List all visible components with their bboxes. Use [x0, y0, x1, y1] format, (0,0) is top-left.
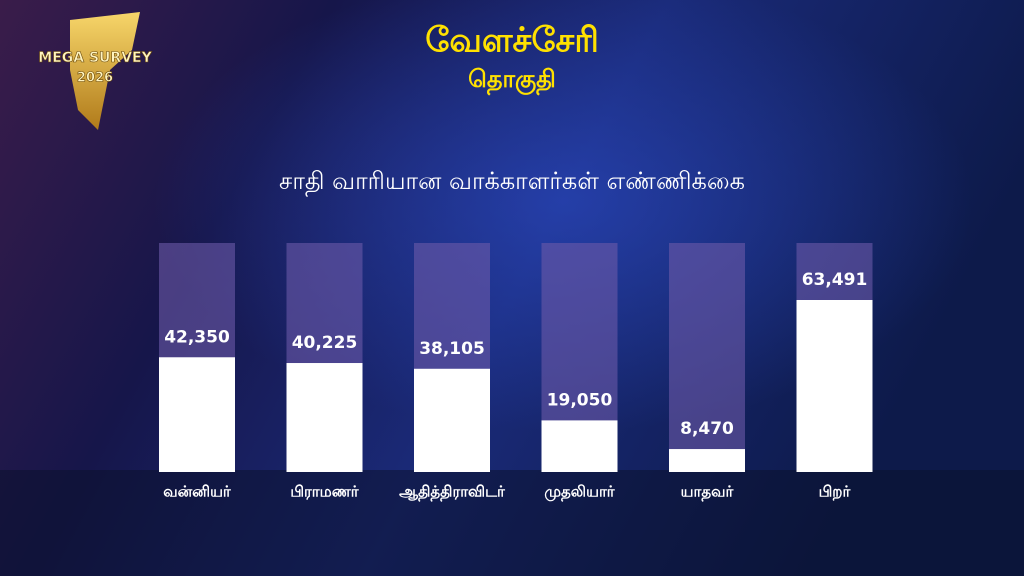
value-label: 8,470	[680, 419, 734, 439]
x-tick-label: ஆதித்திராவிடர்	[399, 483, 506, 502]
x-tick-label: வன்னியர்	[163, 483, 232, 501]
value-label: 19,050	[547, 390, 613, 410]
background-shade	[0, 470, 1024, 576]
chart-heading: சாதி வாரியான வாக்காளர்கள் எண்ணிக்கை	[279, 167, 745, 197]
x-tick-label: யாதவர்	[681, 483, 735, 502]
value-label: 63,491	[802, 270, 868, 290]
value-label: 38,105	[419, 339, 485, 359]
bar	[286, 363, 363, 472]
x-tick-label: பிராமணர்	[290, 483, 359, 501]
x-tick-label: பிறர்	[819, 483, 852, 501]
bar	[541, 420, 618, 472]
chart-title: வேளச்சேரி	[425, 21, 599, 61]
bar	[669, 449, 745, 472]
bar	[159, 357, 235, 472]
logo-text: MEGA SURVEY	[38, 50, 152, 66]
logo-shape	[70, 12, 140, 130]
bar	[796, 300, 873, 472]
x-tick-label: முதலியார்	[544, 483, 615, 502]
value-label: 42,350	[164, 327, 230, 347]
bar	[414, 368, 490, 472]
logo-year: 2026	[77, 71, 113, 86]
bar-track	[669, 243, 745, 472]
value-label: 40,225	[292, 333, 358, 353]
chart-subtitle: தொகுதி	[468, 65, 556, 96]
